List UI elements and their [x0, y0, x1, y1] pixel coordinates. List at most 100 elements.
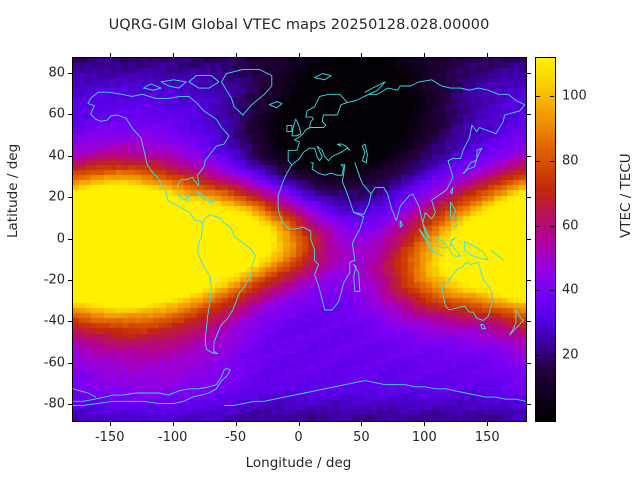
colorbar-gradient: [536, 58, 555, 421]
colorbar[interactable]: [535, 57, 556, 422]
y-tick-mark-right: [527, 238, 531, 240]
coastline-path: [188, 75, 220, 89]
colorbar-tick-mark: [536, 355, 540, 357]
y-tick-mark-right: [527, 72, 531, 74]
y-axis-label: Latitude / deg: [5, 143, 21, 238]
coastline-path: [87, 103, 204, 224]
x-tick-mark: [424, 422, 426, 426]
x-tick-label: 0: [294, 430, 303, 445]
coastline-path: [287, 93, 348, 162]
y-tick-label: 60: [48, 106, 65, 122]
colorbar-tick-label: 60: [562, 218, 579, 234]
y-tick-mark-right: [527, 362, 531, 364]
coastline-path: [176, 176, 200, 203]
colorbar-tick-mark: [536, 95, 540, 97]
x-tick-mark: [109, 422, 111, 426]
coastline-path: [480, 324, 487, 330]
y-tick-mark: [68, 404, 72, 406]
colorbar-tick-mark: [536, 160, 540, 162]
coastline-path: [314, 73, 332, 81]
vtec-heatmap: [73, 58, 526, 421]
x-tick-mark: [235, 422, 237, 426]
x-tick-label: -150: [94, 430, 125, 445]
x-tick-mark-top: [172, 53, 174, 57]
y-tick-label: -40: [43, 313, 65, 329]
colorbar-tick-mark-right: [550, 290, 554, 292]
coastline-path: [143, 83, 162, 91]
y-tick-mark: [68, 155, 72, 157]
coastline-path: [450, 201, 459, 228]
x-tick-mark-top: [109, 53, 111, 57]
colorbar-tick-label: 100: [562, 88, 587, 104]
coastline-path: [490, 249, 504, 261]
y-tick-label: 0: [56, 231, 65, 246]
y-tick-mark-right: [527, 155, 531, 157]
coastline-path: [364, 81, 386, 95]
y-tick-mark-right: [527, 279, 531, 281]
coastline-path: [195, 191, 207, 199]
y-tick-label: -20: [43, 272, 65, 288]
coastline-overlay: [73, 68, 526, 406]
colorbar-label: VTEC / TECU: [618, 153, 634, 238]
y-tick-label: -80: [43, 396, 65, 412]
coastline-path: [463, 241, 489, 261]
y-tick-mark-right: [527, 114, 531, 116]
colorbar-tick-mark-right: [550, 160, 554, 162]
x-tick-mark: [298, 422, 300, 426]
coastline-path: [73, 388, 97, 398]
page-title: UQRG-GIM Global VTEC maps 20250128.028.0…: [108, 17, 490, 33]
coastline-path: [462, 147, 483, 174]
y-tick-label: -60: [43, 355, 65, 371]
y-tick-mark-right: [527, 197, 531, 198]
colorbar-tick-mark: [536, 290, 540, 292]
colorbar-tick-mark: [536, 225, 540, 227]
vtec-map-axes[interactable]: [72, 57, 527, 422]
coastline-path: [160, 79, 187, 89]
y-tick-mark: [68, 238, 72, 240]
x-tick-label: -50: [224, 430, 247, 445]
coastline-path: [223, 380, 526, 406]
coastline-path: [287, 143, 351, 166]
coastline-path: [450, 187, 454, 195]
coastline-path: [197, 222, 256, 355]
x-tick-mark: [487, 422, 489, 426]
x-tick-mark-top: [298, 53, 300, 57]
y-tick-mark-right: [527, 404, 531, 406]
coastline-path: [441, 261, 493, 321]
coastline-path: [221, 68, 273, 116]
y-tick-mark: [68, 362, 72, 364]
coastline-path: [213, 351, 219, 355]
x-tick-mark-top: [424, 53, 426, 57]
coastline-path: [291, 118, 302, 137]
colorbar-tick-label: 20: [562, 347, 579, 363]
y-tick-label: 80: [48, 65, 65, 81]
y-tick-mark-right: [527, 321, 531, 323]
coastline-path: [310, 162, 372, 216]
y-tick-mark: [68, 197, 72, 198]
colorbar-tick-label: 80: [562, 153, 579, 169]
coastline-path: [436, 236, 449, 249]
coastline-path: [399, 220, 404, 228]
coastline-path: [277, 164, 293, 209]
x-tick-mark-top: [487, 53, 489, 57]
coastline-path: [448, 236, 462, 257]
coastline-path: [418, 228, 444, 257]
x-tick-mark-top: [361, 53, 363, 57]
coastline-path: [202, 214, 236, 238]
coastline-path: [509, 309, 524, 336]
y-tick-label: 20: [48, 189, 65, 205]
coastline-path: [353, 263, 361, 292]
coastline-path: [346, 79, 526, 238]
x-tick-mark: [361, 422, 363, 426]
coastline-path: [286, 124, 293, 133]
y-tick-mark: [68, 114, 72, 116]
x-tick-label: -100: [157, 430, 188, 445]
colorbar-tick-mark-right: [550, 225, 554, 227]
x-tick-label: 100: [411, 430, 437, 445]
y-tick-mark: [68, 279, 72, 281]
colorbar-tick-mark-right: [550, 95, 554, 97]
y-tick-mark: [68, 321, 72, 323]
colorbar-tick-mark-right: [550, 355, 554, 357]
x-axis-label: Longitude / deg: [245, 455, 352, 471]
